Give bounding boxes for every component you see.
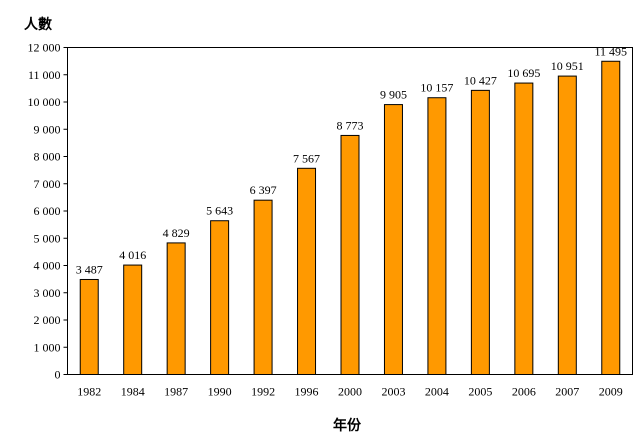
x-tick-label: 2004 (425, 385, 449, 399)
x-tick-label: 2006 (512, 385, 536, 399)
y-tick-label: 2 000 (34, 313, 61, 327)
data-label: 10 157 (420, 81, 453, 95)
data-label: 10 427 (464, 73, 497, 87)
data-label: 10 951 (551, 59, 584, 73)
x-tick-label: 1996 (295, 385, 319, 399)
bar-1984 (123, 264, 143, 375)
bar-2007 (557, 75, 577, 376)
bar-2004 (427, 97, 447, 376)
x-tick-label: 2003 (381, 385, 405, 399)
y-tick-label: 1 000 (34, 340, 61, 354)
y-tick-label: 11 000 (28, 68, 61, 82)
x-tick-label: 2007 (555, 385, 579, 399)
bar-1996 (297, 167, 317, 375)
data-label: 11 495 (594, 44, 627, 58)
x-tick-label: 1982 (77, 385, 101, 399)
data-label: 9 905 (380, 88, 407, 102)
data-label: 3 487 (76, 262, 103, 276)
bar-2000 (340, 134, 360, 375)
bar-2003 (383, 104, 403, 376)
y-tick-label: 6 000 (34, 204, 61, 218)
data-label: 6 397 (250, 183, 277, 197)
bar-1992 (253, 199, 273, 375)
x-axis-title: 年份 (333, 417, 362, 434)
data-label: 8 773 (337, 118, 364, 132)
x-tick-label: 1987 (164, 385, 188, 399)
y-tick-label: 4 000 (34, 259, 61, 273)
y-tick-label: 0 (55, 368, 61, 382)
data-label: 4 829 (163, 226, 190, 240)
bar-2005 (470, 89, 490, 375)
x-tick-label: 2000 (338, 385, 362, 399)
bar-2009 (601, 60, 621, 375)
x-tick-label: 1992 (251, 385, 275, 399)
y-tick-label: 5 000 (34, 231, 61, 245)
bar-2006 (514, 82, 534, 375)
data-label: 4 016 (119, 248, 146, 262)
x-tick-label: 1984 (121, 385, 145, 399)
y-tick-label: 8 000 (34, 150, 61, 164)
bar-1982 (79, 278, 99, 375)
x-tick-label: 1990 (208, 385, 232, 399)
y-tick-label: 7 000 (34, 177, 61, 191)
bar-1990 (210, 220, 230, 375)
y-tick-label: 3 000 (34, 286, 61, 300)
y-tick-label: 10 000 (28, 95, 61, 109)
y-axis-title: 人數 (24, 16, 52, 33)
data-label: 5 643 (206, 204, 233, 218)
bar-1987 (166, 242, 186, 375)
x-tick-label: 2009 (599, 385, 623, 399)
y-tick-label: 9 000 (34, 122, 61, 136)
y-tick-label: 12 000 (28, 41, 61, 55)
data-label: 7 567 (293, 151, 320, 165)
x-tick-label: 2005 (468, 385, 492, 399)
data-label: 10 695 (507, 66, 540, 80)
